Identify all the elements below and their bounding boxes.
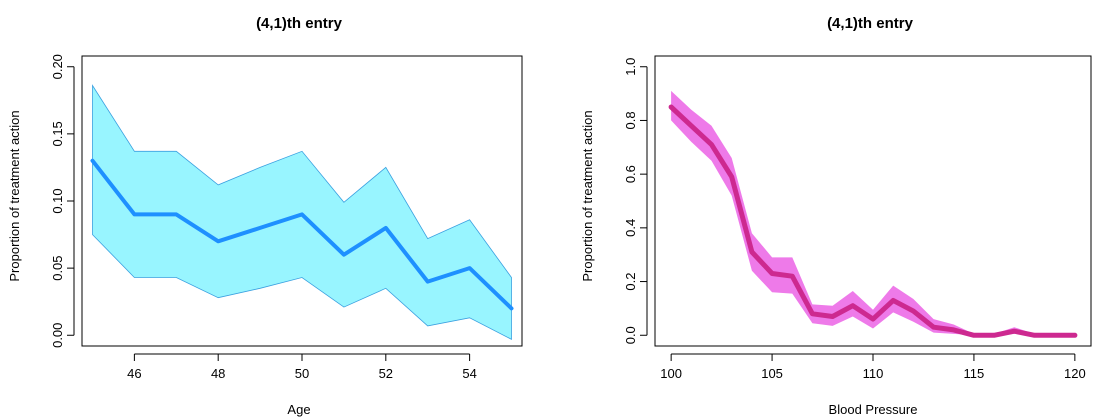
x-tick-label: 48 (211, 366, 225, 381)
y-tick-label: 0.2 (623, 273, 638, 291)
confidence-band-blood-pressure (671, 90, 1075, 336)
x-tick-label: 115 (964, 366, 985, 381)
plot-frame-age (81, 55, 523, 347)
x-tick-label: 52 (379, 366, 393, 381)
y-tick-label: 0.10 (50, 188, 65, 213)
series-line-blood-pressure (668, 104, 1078, 338)
y-tick-label: 1.0 (623, 58, 638, 76)
y-tick-label: 0.6 (623, 165, 638, 183)
x-tick-label: 54 (462, 366, 476, 381)
chart-age: (4,1)th entry Age Proportion of treatmen… (7, 15, 523, 417)
y-tick-label: 0.05 (50, 255, 65, 280)
x-axis-label-age: Age (287, 402, 310, 417)
x-tick-label: 105 (761, 366, 783, 381)
y-tick-label: 0.0 (623, 326, 638, 344)
chart-title-blood-pressure: (4,1)th entry (827, 15, 914, 32)
y-tick-label: 0.8 (623, 111, 638, 129)
x-tick-label: 120 (1064, 366, 1086, 381)
chart-title-age: (4,1)th entry (256, 15, 343, 32)
x-tick-label: 110 (863, 366, 884, 381)
y-tick-label: 0.4 (623, 219, 638, 237)
y-tick-label: 0.20 (50, 54, 65, 79)
y-axis-label-age: Proportion of treatment action (7, 110, 22, 281)
x-tick-label: 50 (295, 366, 309, 381)
y-tick-label: 0.15 (50, 121, 65, 146)
y-axis-label-blood-pressure: Proportion of treatment action (580, 110, 595, 281)
plot-area-age: 46 48 50 52 54 0.00 0.05 0.10 0.15 0.20 (50, 54, 523, 381)
series-line-age (90, 158, 514, 311)
plot-frame-blood-pressure (654, 55, 1092, 347)
x-tick-label: 46 (127, 366, 141, 381)
chart-blood-pressure: (4,1)th entry Blood Pressure Proportion … (580, 15, 1092, 417)
plot-area-blood-pressure: 100 105 110 115 120 0.0 0.2 0.4 0.6 0.8 1.0 (623, 55, 1092, 381)
x-tick-label: 100 (660, 366, 682, 381)
x-axis-label-blood-pressure: Blood Pressure (829, 402, 918, 417)
y-tick-label: 0.00 (50, 323, 65, 348)
